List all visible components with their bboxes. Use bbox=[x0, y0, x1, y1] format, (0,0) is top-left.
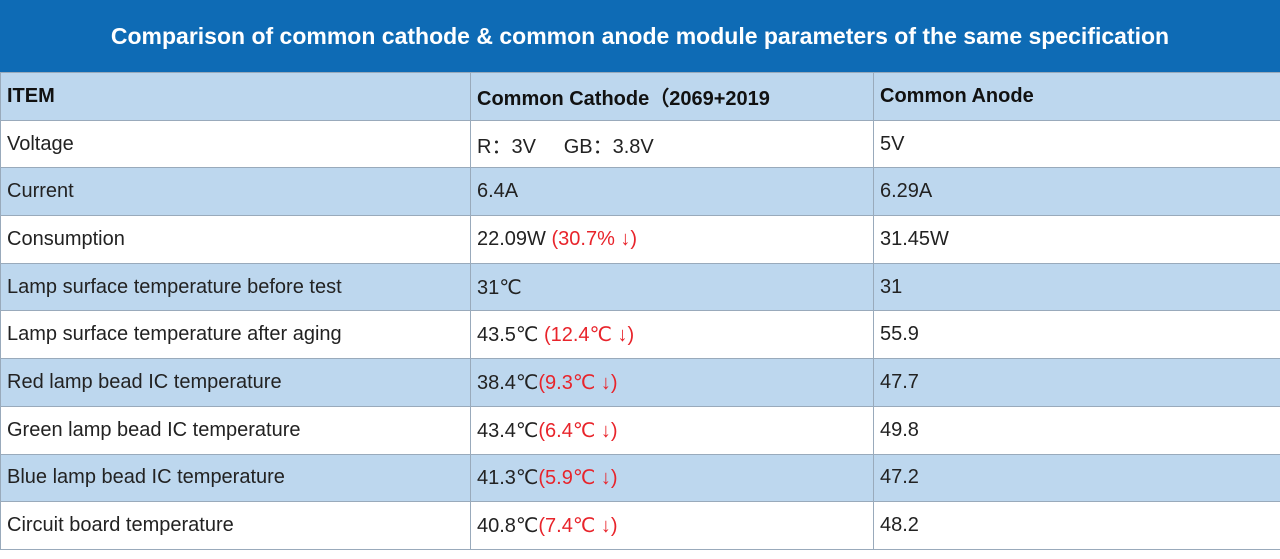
cathode-note: (12.4℃ ↓) bbox=[538, 324, 635, 347]
anode-cell: 31 bbox=[873, 262, 1280, 312]
table-row: Lamp surface temperature before test 31℃ 3… bbox=[0, 262, 1280, 312]
cathode-value: 43.5℃ bbox=[477, 324, 539, 347]
table-row: Lamp surface temperature after aging 43.5… bbox=[0, 310, 1280, 360]
item-cell: Voltage bbox=[0, 119, 471, 169]
table-row: Current 6.4A 6.29A bbox=[0, 167, 1280, 217]
cathode-cell: R：3V GB：3.8V bbox=[470, 119, 874, 169]
header-cell: Common Cathode（2069+2019 bbox=[470, 72, 874, 121]
cathode-cell: 43.5℃ (12.4℃ ↓) bbox=[470, 310, 874, 360]
cathode-value: 6.4A bbox=[477, 180, 519, 203]
item-cell: Red lamp bead IC temperature bbox=[0, 358, 471, 407]
cathode-note: (5.9℃ ↓) bbox=[538, 467, 618, 490]
cathode-value: 22.09W bbox=[477, 227, 546, 250]
cathode-value: 41.3℃ bbox=[477, 467, 539, 490]
comparison-table: ITEM Common Cathode（2069+2019 Common Anode… bbox=[0, 72, 1280, 550]
table-title: Comparison of common cathode & common an… bbox=[0, 0, 1280, 72]
table-row: Green lamp bead IC temperature 43.4℃(6.4℃… bbox=[0, 405, 1280, 455]
table-row: Voltage R：3V GB：3.8V 5V bbox=[0, 119, 1280, 169]
cathode-cell: 43.4℃(6.4℃ ↓) bbox=[470, 405, 874, 455]
table-row: Consumption 22.09W (30.7% ↓) 31.45W bbox=[0, 215, 1280, 264]
item-cell: Current bbox=[0, 167, 471, 217]
item-cell: Lamp surface temperature before test bbox=[0, 262, 471, 312]
anode-cell: 5V bbox=[873, 119, 1280, 169]
table-body: ITEM Common Cathode（2069+2019 Common Anode… bbox=[0, 72, 1280, 550]
item-cell: Consumption bbox=[0, 215, 471, 264]
cathode-cell: 38.4℃(9.3℃ ↓) bbox=[470, 358, 874, 407]
header-cell: Common Anode bbox=[873, 72, 1280, 121]
cathode-cell: 40.8℃(7.4℃ ↓) bbox=[470, 501, 874, 550]
header-row: ITEM Common Cathode（2069+2019 Common Anode bbox=[0, 72, 1280, 121]
anode-cell: 6.29A bbox=[873, 167, 1280, 217]
table-row: Red lamp bead IC temperature 38.4℃(9.3℃ ↓… bbox=[0, 358, 1280, 407]
anode-cell: 31.45W bbox=[873, 215, 1280, 264]
cathode-cell: 22.09W (30.7% ↓) bbox=[470, 215, 874, 264]
header-cell: ITEM bbox=[0, 72, 471, 121]
item-cell: Blue lamp bead IC temperature bbox=[0, 453, 471, 503]
anode-cell: 48.2 bbox=[873, 501, 1280, 550]
item-cell: Circuit board temperature bbox=[0, 501, 471, 550]
cathode-cell: 6.4A bbox=[470, 167, 874, 217]
table-row: Circuit board temperature 40.8℃(7.4℃ ↓) 48… bbox=[0, 501, 1280, 550]
anode-cell: 55.9 bbox=[873, 310, 1280, 360]
cathode-value: 38.4℃ bbox=[477, 371, 539, 394]
item-cell: Lamp surface temperature after aging bbox=[0, 310, 471, 360]
table-row: Blue lamp bead IC temperature 41.3℃(5.9℃ … bbox=[0, 453, 1280, 503]
cathode-value: 43.4℃ bbox=[477, 419, 539, 442]
cathode-value: 31℃ bbox=[477, 276, 522, 299]
anode-cell: 49.8 bbox=[873, 405, 1280, 455]
cathode-value: 40.8℃ bbox=[477, 515, 539, 538]
item-cell: Green lamp bead IC temperature bbox=[0, 405, 471, 455]
cathode-value: R：3V GB：3.8V bbox=[477, 135, 654, 158]
cathode-cell: 41.3℃(5.9℃ ↓) bbox=[470, 453, 874, 503]
anode-cell: 47.2 bbox=[873, 453, 1280, 503]
anode-cell: 47.7 bbox=[873, 358, 1280, 407]
cathode-note: (6.4℃ ↓) bbox=[538, 419, 618, 442]
cathode-note: (30.7% ↓) bbox=[545, 227, 638, 250]
cathode-note: (9.3℃ ↓) bbox=[538, 371, 618, 394]
cathode-cell: 31℃ bbox=[470, 262, 874, 312]
cathode-note: (7.4℃ ↓) bbox=[538, 515, 618, 538]
